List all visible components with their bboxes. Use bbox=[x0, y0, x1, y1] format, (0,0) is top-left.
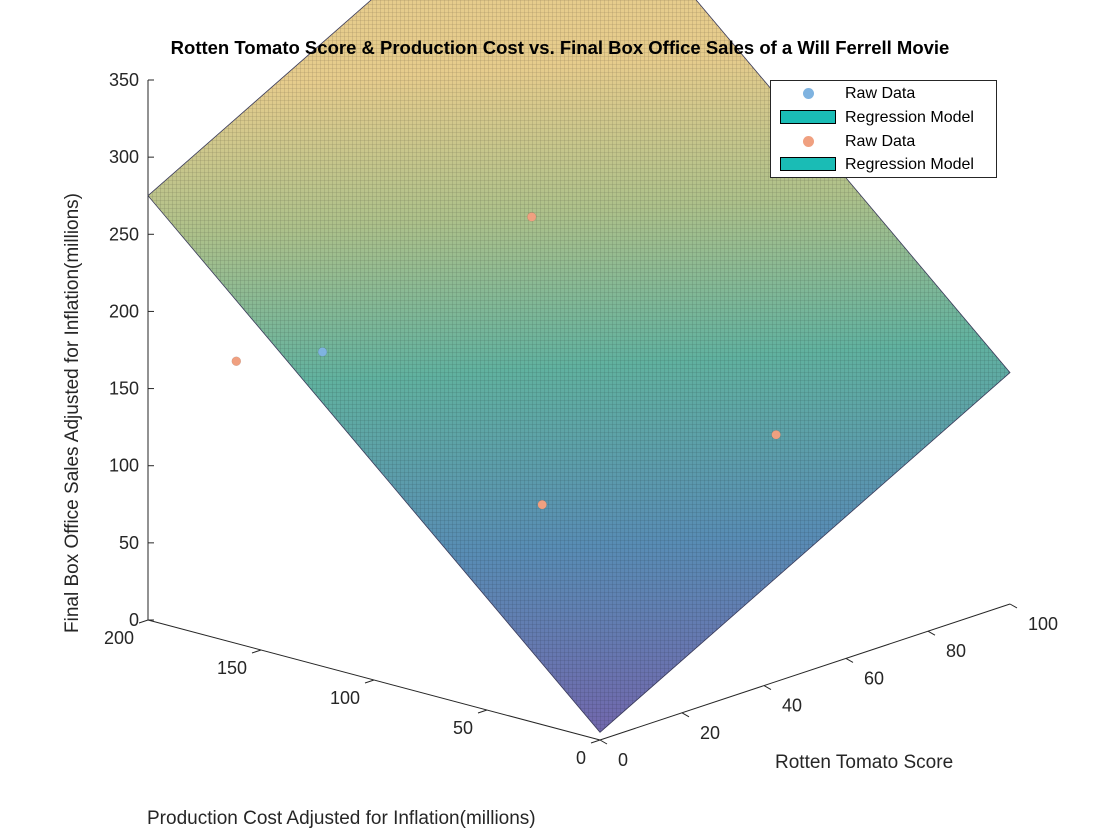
rotten-tomato-tick bbox=[1009, 603, 1018, 609]
production-cost-tick-label: 0 bbox=[576, 748, 586, 768]
production-cost-tick-label: 150 bbox=[217, 658, 247, 678]
raw-data-point-orange bbox=[771, 429, 781, 440]
legend-label: Regression Model bbox=[845, 109, 974, 126]
legend-marker bbox=[803, 88, 814, 99]
chart-title: Rotten Tomato Score & Production Cost vs… bbox=[170, 37, 950, 58]
legend-entry-raw-data-1: Raw Data bbox=[771, 83, 996, 105]
regression-surface-mesh bbox=[148, 0, 1010, 733]
production-cost-axis-label: Production Cost Adjusted for Inflation(m… bbox=[147, 808, 536, 829]
production-cost-tick-label: 200 bbox=[104, 628, 134, 648]
raw-data-point-orange bbox=[231, 356, 242, 366]
production-cost-tick bbox=[590, 739, 601, 744]
production-cost-tick bbox=[364, 679, 375, 684]
production-cost-tick bbox=[138, 619, 149, 624]
legend: Raw Data Regression Model Raw Data Regre… bbox=[770, 80, 997, 178]
legend-entry-regression-model-1: Regression Model bbox=[771, 107, 996, 129]
legend-entry-regression-model-2: Regression Model bbox=[771, 154, 996, 176]
rotten-tomato-tick-label: 60 bbox=[864, 668, 884, 688]
legend-marker bbox=[803, 136, 814, 147]
rotten-tomato-tick bbox=[681, 712, 690, 718]
z-tick-label: 150 bbox=[109, 379, 139, 399]
raw-data-point-orange bbox=[537, 499, 547, 510]
regression-surface-edge bbox=[147, 0, 1011, 733]
z-tick-label: 200 bbox=[109, 301, 139, 321]
z-tick-label: 350 bbox=[109, 70, 139, 90]
z-tick-label: 0 bbox=[129, 610, 139, 630]
legend-label: Regression Model bbox=[845, 156, 974, 173]
rotten-tomato-tick bbox=[599, 739, 608, 745]
rotten-tomato-tick-label: 80 bbox=[946, 641, 966, 661]
z-tick-label: 50 bbox=[119, 533, 139, 553]
rotten-tomato-tick bbox=[845, 657, 854, 663]
legend-label: Raw Data bbox=[845, 133, 916, 150]
rotten-tomato-tick-label: 100 bbox=[1028, 614, 1058, 634]
production-cost-tick bbox=[251, 649, 262, 654]
production-cost-tick bbox=[477, 709, 488, 714]
rotten-tomato-axis-label: Rotten Tomato Score bbox=[775, 752, 954, 773]
rotten-tomato-tick bbox=[763, 685, 772, 691]
z-tick-label: 250 bbox=[109, 224, 139, 244]
rotten-tomato-tick-label: 40 bbox=[782, 696, 802, 716]
production-cost-tick-label: 100 bbox=[330, 688, 360, 708]
z-axis-label: Final Box Office Sales Adjusted for Infl… bbox=[62, 192, 83, 634]
rotten-tomato-tick bbox=[927, 630, 936, 636]
rotten-tomato-tick-label: 20 bbox=[700, 723, 720, 743]
raw-data-point-blue bbox=[317, 347, 328, 357]
z-tick-label: 100 bbox=[109, 456, 139, 476]
legend-label: Raw Data bbox=[845, 85, 916, 102]
raw-data-point-orange bbox=[526, 212, 537, 222]
rotten-tomato-tick-label: 0 bbox=[618, 750, 628, 770]
rotten-tomato-axis-line bbox=[599, 603, 1011, 741]
legend-patch bbox=[780, 157, 836, 171]
production-cost-tick-label: 50 bbox=[453, 718, 473, 738]
z-tick-label: 300 bbox=[109, 147, 139, 167]
legend-entry-raw-data-2: Raw Data bbox=[771, 131, 996, 153]
legend-patch bbox=[780, 110, 836, 124]
